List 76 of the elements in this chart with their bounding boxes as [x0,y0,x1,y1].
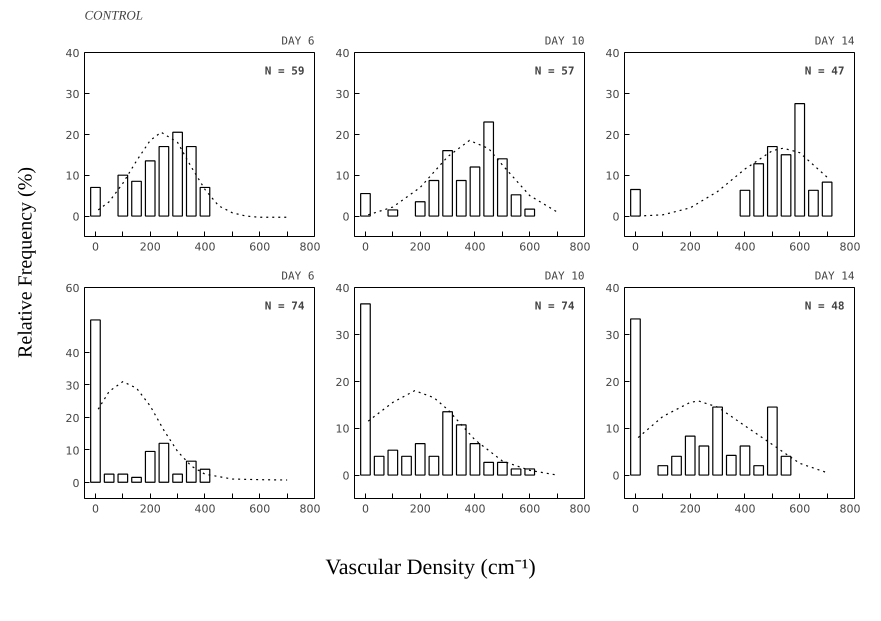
chart-subtitle: DAY 10 [544,270,585,282]
annotation: N = 74 [534,300,575,312]
x-tick-label: 600 [789,240,810,254]
x-tick-label: 0 [92,240,99,254]
x-tick-label: 800 [300,240,321,254]
x-tick-label: 800 [570,240,591,254]
y-tick-label: 60 [66,282,80,295]
y-tick-label: 0 [342,210,350,224]
x-tick-label: 600 [249,240,270,254]
x-tick-label: 600 [519,502,540,516]
y-tick-label: 10 [336,170,350,183]
y-tick-label: 20 [66,412,80,425]
annotation: N = 74 [264,300,305,312]
y-tick-label: 20 [336,376,350,389]
y-tick-label: 10 [66,170,80,183]
y-tick-label: 30 [336,88,350,101]
x-axis-title: Vascular Density (cm⁻¹) [325,554,536,579]
x-tick-label: 0 [632,240,639,254]
x-tick-label: 0 [632,502,639,516]
y-tick-label: 10 [66,444,80,458]
x-tick-label: 400 [734,502,756,516]
y-axis-title: Relative Frequency (%) [14,166,36,358]
x-tick-label: 0 [362,502,369,516]
annotation: N = 57 [534,64,575,78]
y-tick-label: 40 [336,47,350,60]
x-tick-label: 800 [840,502,861,516]
x-tick-label: 400 [464,240,486,254]
annotation: N = 47 [804,64,845,78]
x-tick-label: 400 [194,502,216,516]
y-tick-label: 20 [606,128,620,142]
y-tick-label: 0 [72,476,80,490]
x-tick-label: 0 [92,502,99,516]
y-tick-label: 40 [336,282,350,295]
x-tick-label: 800 [570,502,591,516]
y-tick-label: 0 [72,210,80,224]
y-tick-label: 0 [612,470,620,483]
x-tick-label: 800 [840,240,861,254]
y-tick-label: 30 [606,88,620,101]
chart-subtitle: DAY 14 [814,34,855,48]
x-tick-label: 800 [300,502,321,516]
y-tick-label: 20 [336,128,350,142]
chart-subtitle: DAY 6 [281,270,315,282]
x-tick-label: 600 [249,502,270,516]
x-tick-label: 600 [789,502,810,516]
y-tick-label: 40 [66,346,80,360]
x-tick-label: 400 [464,502,486,516]
x-tick-label: 200 [410,240,431,254]
x-tick-label: 200 [410,502,431,516]
y-tick-label: 40 [66,47,80,60]
x-tick-label: 200 [680,240,701,254]
x-tick-label: 200 [140,240,161,254]
x-tick-label: 200 [680,502,701,516]
chart-subtitle: DAY 6 [281,34,315,48]
y-tick-label: 30 [606,328,620,342]
x-tick-label: 0 [362,240,369,254]
chart-subtitle: DAY 14 [814,270,855,282]
x-tick-label: 400 [734,240,756,254]
y-tick-label: 40 [606,282,620,295]
annotation: N = 59 [264,64,305,78]
y-tick-label: 30 [66,88,80,101]
y-tick-label: 0 [612,210,620,224]
chart-title: CONTROL [84,8,144,22]
annotation: N = 48 [804,300,845,312]
y-tick-label: 20 [606,376,620,389]
x-tick-label: 200 [140,502,161,516]
y-tick-label: 10 [336,422,350,436]
x-tick-label: 600 [519,240,540,254]
y-tick-label: 30 [336,328,350,342]
x-tick-label: 400 [194,240,216,254]
chart-subtitle: DAY 10 [544,34,585,48]
y-tick-label: 40 [606,47,620,60]
y-tick-label: 10 [606,422,620,436]
y-tick-label: 20 [66,128,80,142]
y-tick-label: 30 [66,379,80,392]
y-tick-label: 10 [606,170,620,183]
y-tick-label: 0 [342,470,350,483]
